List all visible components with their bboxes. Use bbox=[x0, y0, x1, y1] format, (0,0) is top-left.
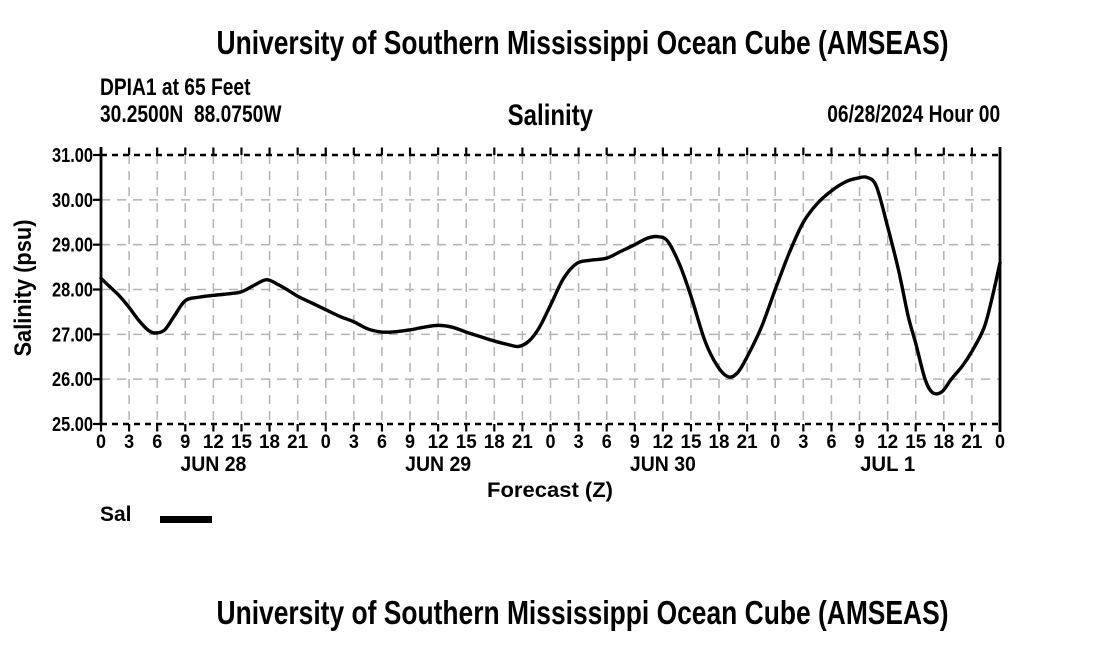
y-tick-label: 30.00 bbox=[52, 190, 93, 212]
x-tick-label: 9 bbox=[855, 432, 865, 453]
station-label: DPIA1 at 65 Feet bbox=[100, 74, 251, 101]
x-tick-label: 18 bbox=[933, 432, 954, 453]
x-tick-label: 15 bbox=[456, 432, 477, 453]
y-tick-label: 31.00 bbox=[52, 145, 93, 167]
y-tick-label: 25.00 bbox=[52, 414, 93, 436]
variable-title: Salinity bbox=[507, 99, 593, 132]
x-tick-label: 0 bbox=[96, 432, 106, 453]
run-time-label: 06/28/2024 Hour 00 bbox=[827, 101, 1000, 128]
x-axis-day-label: JUN 29 bbox=[405, 453, 471, 476]
x-tick-label: 12 bbox=[428, 432, 449, 453]
x-axis-day-label: JUN 30 bbox=[630, 453, 696, 476]
chart-title-top: University of Southern Mississippi Ocean… bbox=[64, 26, 1100, 59]
x-tick-label: 21 bbox=[287, 432, 308, 453]
x-tick-label: 18 bbox=[484, 432, 505, 453]
y-tick-label: 27.00 bbox=[52, 324, 93, 346]
x-tick-label: 9 bbox=[630, 432, 640, 453]
x-tick-label: 0 bbox=[995, 432, 1005, 453]
x-tick-label: 6 bbox=[152, 432, 162, 453]
x-tick-label: 6 bbox=[602, 432, 612, 453]
chart-title-bottom-text: University of Southern Mississippi Ocean… bbox=[216, 594, 948, 631]
x-tick-label: 9 bbox=[405, 432, 415, 453]
y-tick-label: 29.00 bbox=[52, 235, 93, 257]
coordinates-label: 30.2500N 88.0750W bbox=[100, 101, 282, 128]
salinity-curve bbox=[99, 175, 1002, 396]
x-axis-day-label: JUN 28 bbox=[180, 453, 246, 476]
x-tick-label: 12 bbox=[203, 432, 224, 453]
legend-sal-line-swatch bbox=[160, 516, 212, 523]
x-tick-label: 6 bbox=[826, 432, 836, 453]
x-tick-label: 3 bbox=[124, 432, 134, 453]
x-tick-label: 15 bbox=[905, 432, 926, 453]
x-tick-label: 15 bbox=[680, 432, 701, 453]
x-tick-label: 18 bbox=[259, 432, 280, 453]
x-tick-label: 6 bbox=[377, 432, 387, 453]
chart-title-top-text: University of Southern Mississippi Ocean… bbox=[216, 24, 948, 61]
y-axis-title-group: Salinity (psu) bbox=[10, 220, 37, 357]
x-tick-label: 21 bbox=[961, 432, 982, 453]
x-tick-label: 15 bbox=[231, 432, 252, 453]
x-axis-day-label: JUL 1 bbox=[860, 453, 915, 476]
x-tick-label: 9 bbox=[180, 432, 190, 453]
x-tick-label: 12 bbox=[877, 432, 898, 453]
y-axis-title: Salinity (psu) bbox=[10, 220, 37, 357]
x-tick-label: 3 bbox=[574, 432, 584, 453]
x-tick-label: 3 bbox=[349, 432, 359, 453]
x-tick-label: 0 bbox=[321, 432, 331, 453]
y-tick-label: 28.00 bbox=[52, 280, 93, 302]
x-tick-label: 21 bbox=[737, 432, 758, 453]
legend: Sal bbox=[100, 504, 132, 525]
legend-sal-label: Sal bbox=[100, 503, 132, 526]
x-tick-label: 0 bbox=[546, 432, 556, 453]
x-tick-label: 18 bbox=[709, 432, 730, 453]
x-tick-label: 21 bbox=[512, 432, 533, 453]
x-axis-title: Forecast (Z) bbox=[487, 479, 613, 502]
x-tick-label: 0 bbox=[770, 432, 780, 453]
x-tick-label: 3 bbox=[798, 432, 808, 453]
y-tick-label: 26.00 bbox=[52, 369, 93, 391]
x-tick-label: 12 bbox=[652, 432, 673, 453]
chart-title-bottom: University of Southern Mississippi Ocean… bbox=[64, 596, 1100, 629]
